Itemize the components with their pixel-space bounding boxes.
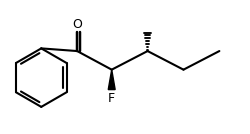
- Polygon shape: [108, 70, 115, 90]
- Text: F: F: [108, 92, 115, 105]
- Text: O: O: [72, 18, 82, 31]
